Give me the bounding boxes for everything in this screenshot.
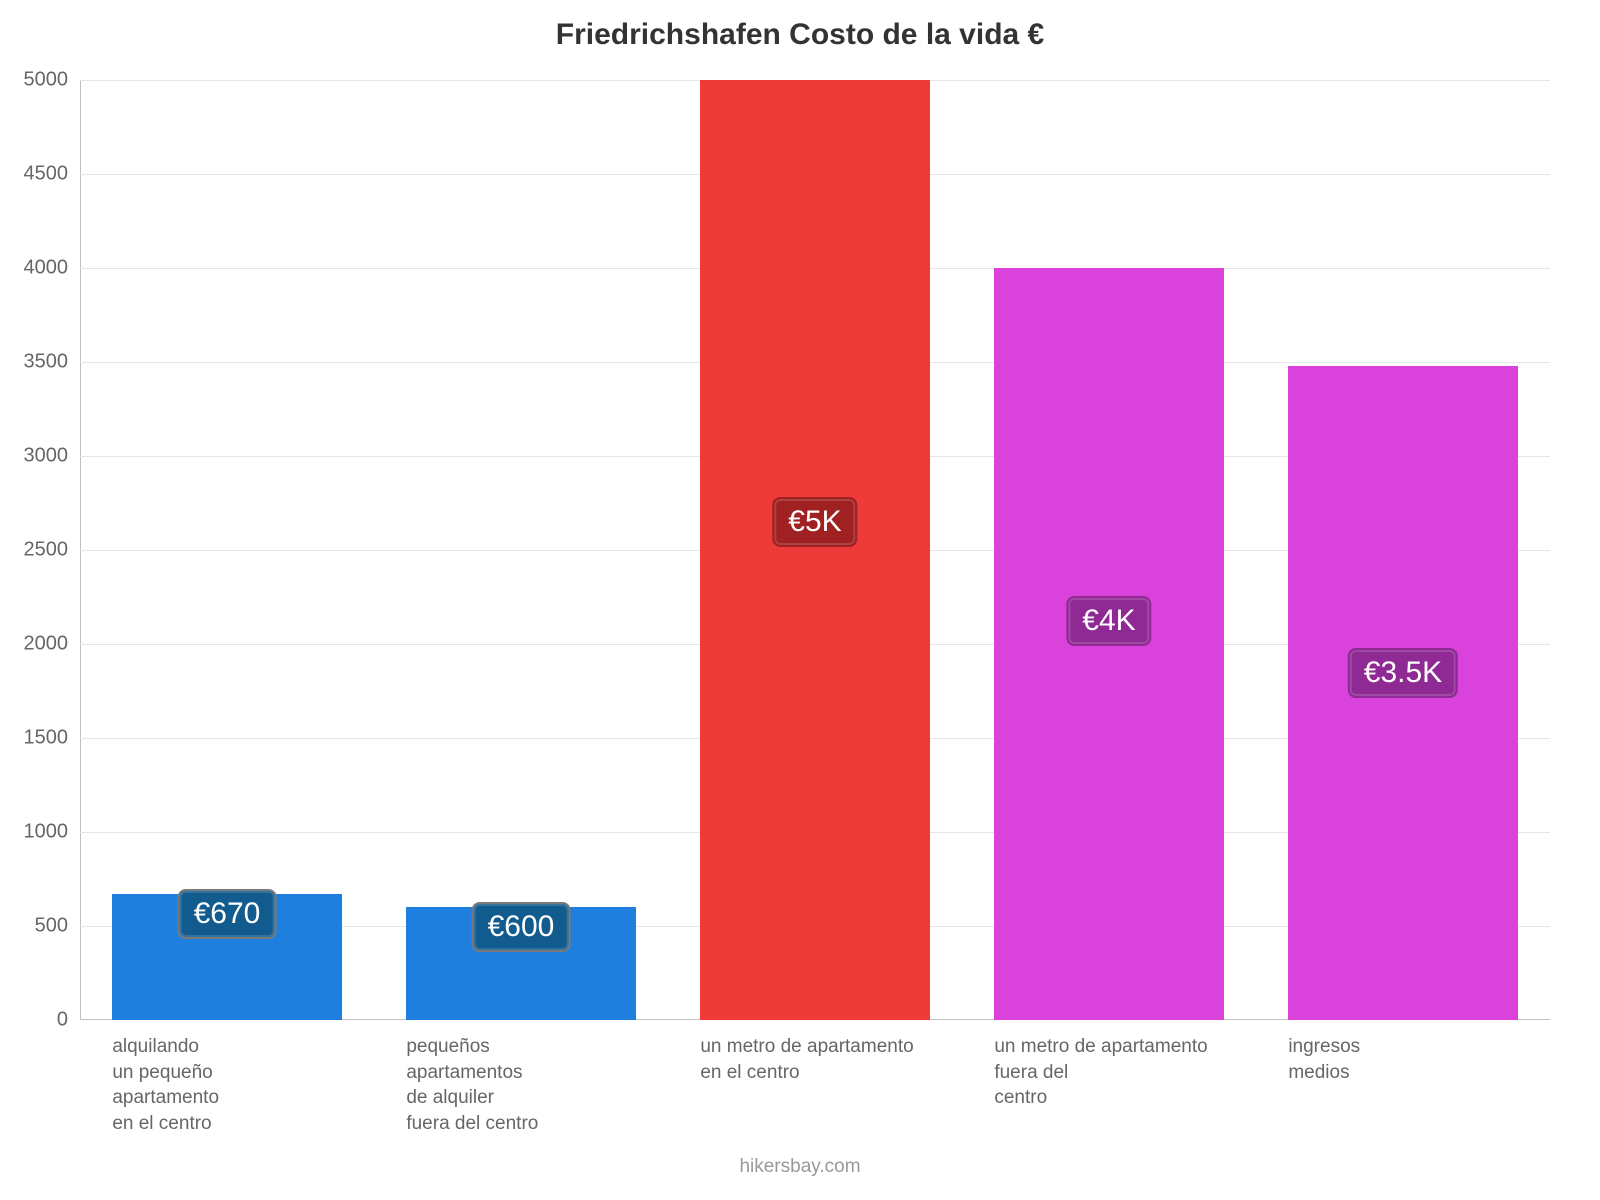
ytick-label: 1000 bbox=[4, 821, 68, 844]
ytick-label: 2000 bbox=[4, 633, 68, 656]
ytick-label: 5000 bbox=[4, 69, 68, 92]
bar bbox=[700, 80, 929, 1020]
value-badge: €3.5K bbox=[1348, 648, 1458, 698]
ytick-label: 4500 bbox=[4, 163, 68, 186]
ytick-label: 2500 bbox=[4, 539, 68, 562]
ytick-label: 4000 bbox=[4, 257, 68, 280]
value-badge: €670 bbox=[178, 889, 277, 939]
value-badge: €5K bbox=[772, 497, 857, 547]
ytick-label: 0 bbox=[4, 1009, 68, 1032]
footer-attribution: hikersbay.com bbox=[0, 1156, 1600, 1178]
chart-container: Friedrichshafen Costo de la vida € 05001… bbox=[0, 0, 1600, 1200]
ytick-label: 3500 bbox=[4, 351, 68, 374]
ytick-label: 500 bbox=[4, 915, 68, 938]
xtick-label: pequeños apartamentos de alquiler fuera … bbox=[406, 1034, 675, 1137]
ytick-label: 3000 bbox=[4, 445, 68, 468]
value-badge: €600 bbox=[472, 902, 571, 952]
xtick-label: alquilando un pequeño apartamento en el … bbox=[112, 1034, 381, 1137]
value-badge: €4K bbox=[1066, 596, 1151, 646]
chart-title: Friedrichshafen Costo de la vida € bbox=[0, 18, 1600, 52]
plot-area: 0500100015002000250030003500400045005000… bbox=[80, 80, 1550, 1020]
xtick-label: ingresos medios bbox=[1288, 1034, 1557, 1085]
xtick-label: un metro de apartamento fuera del centro bbox=[994, 1034, 1263, 1111]
xtick-label: un metro de apartamento en el centro bbox=[700, 1034, 969, 1085]
ytick-label: 1500 bbox=[4, 727, 68, 750]
